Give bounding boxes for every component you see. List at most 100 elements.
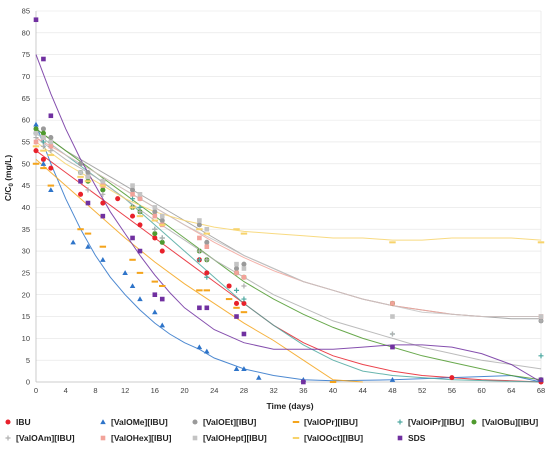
x-tick-label: 4: [64, 386, 68, 395]
data-point: [129, 258, 136, 261]
data-point: [129, 283, 136, 289]
data-point: [85, 187, 91, 193]
data-point: [77, 175, 84, 178]
x-axis-title: Time (days): [266, 401, 313, 411]
legend: IBU [ValOMe][IBU] [ValOEt][IBU] [ValOPr][IB…: [5, 417, 538, 443]
data-point: [159, 223, 166, 226]
x-tick-label: 16: [151, 386, 159, 395]
legend-marker: [100, 435, 106, 441]
y-tick-label: 30: [22, 247, 30, 256]
x-tick-label: 48: [388, 386, 396, 395]
data-point: [152, 235, 158, 241]
y-tick-label: 0: [26, 378, 30, 387]
data-point: [84, 180, 92, 183]
x-tick-label: 44: [359, 386, 367, 395]
data-point: [159, 284, 166, 287]
data-point: [122, 270, 128, 275]
legend-marker: [397, 419, 403, 425]
data-point: [389, 331, 396, 337]
data-point: [234, 270, 239, 276]
data-point: [196, 344, 203, 350]
data-point: [196, 228, 203, 231]
data-point: [159, 217, 165, 224]
trend-line-8: [35, 132, 541, 317]
data-point: [136, 271, 144, 274]
x-tick-label: 64: [507, 386, 515, 395]
x-tick-label: 8: [93, 386, 97, 395]
data-point: [152, 226, 158, 232]
y-tick-label: 50: [22, 159, 30, 168]
trend-line-9: [35, 141, 542, 241]
data-point: [204, 274, 210, 280]
data-point: [70, 239, 76, 245]
data-point: [137, 192, 143, 197]
y-axis-title: C/C0 (mg/L): [3, 155, 15, 201]
trend-line-10: [35, 54, 542, 383]
data-point: [137, 296, 143, 302]
data-point: [203, 232, 211, 235]
y-tick-label: 25: [22, 268, 30, 277]
legend-marker: [5, 419, 11, 425]
data-point: [152, 213, 158, 219]
data-point: [538, 377, 544, 383]
x-tick-label: 40: [329, 386, 337, 395]
data-point: [256, 374, 262, 380]
legend-label: IBU: [16, 417, 31, 427]
legend-marker: [192, 435, 198, 441]
data-point: [226, 283, 232, 289]
legend-marker: [397, 435, 403, 441]
data-point: [241, 296, 247, 302]
data-point: [159, 213, 165, 219]
y-tick-label: 60: [22, 116, 30, 125]
y-tick-label: 45: [22, 181, 30, 190]
data-point: [233, 228, 240, 231]
axes: [35, 11, 542, 383]
gridlines: [36, 10, 541, 383]
data-point: [48, 144, 54, 149]
data-point: [241, 300, 247, 306]
data-point: [130, 235, 135, 241]
data-point: [99, 245, 107, 248]
data-point: [130, 192, 135, 197]
x-tick-label: 20: [180, 386, 188, 395]
data-point: [204, 226, 210, 232]
trend-line-7: [35, 137, 541, 317]
data-point: [234, 314, 239, 319]
data-point: [136, 215, 144, 218]
data-point: [137, 248, 143, 254]
data-point: [48, 187, 54, 193]
x-tick-label: 36: [299, 386, 307, 395]
trend-line-2: [35, 128, 541, 320]
data-point: [151, 280, 159, 283]
data-point: [100, 213, 106, 219]
data-point: [47, 184, 55, 187]
data-point: [33, 148, 39, 154]
data-point: [115, 196, 121, 202]
data-point: [33, 139, 39, 145]
data-point: [40, 139, 46, 145]
legend-marker: [5, 435, 11, 441]
trend-line-5: [35, 128, 542, 381]
y-tick-label: 40: [22, 203, 30, 212]
x-tick-label: 28: [240, 386, 248, 395]
data-point: [390, 301, 395, 306]
data-point: [241, 274, 247, 280]
x-tick-label: 24: [210, 386, 218, 395]
data-point: [204, 305, 210, 311]
data-point: [130, 183, 135, 188]
data-point: [99, 184, 107, 187]
data-point: [40, 156, 46, 162]
y-tick-label: 55: [22, 138, 30, 147]
data-point: [159, 248, 165, 254]
data-point: [33, 130, 39, 136]
x-tick-label: 56: [448, 386, 456, 395]
data-point: [159, 322, 166, 328]
legend-label: [ValOEt][IBU]: [203, 417, 257, 427]
trend-line-1: [35, 124, 542, 383]
data-point: [196, 289, 203, 292]
legend-marker: [471, 419, 477, 425]
legend-marker: [192, 419, 198, 425]
data-points: [32, 17, 545, 385]
y-axis-title-sub: 0: [9, 183, 15, 187]
